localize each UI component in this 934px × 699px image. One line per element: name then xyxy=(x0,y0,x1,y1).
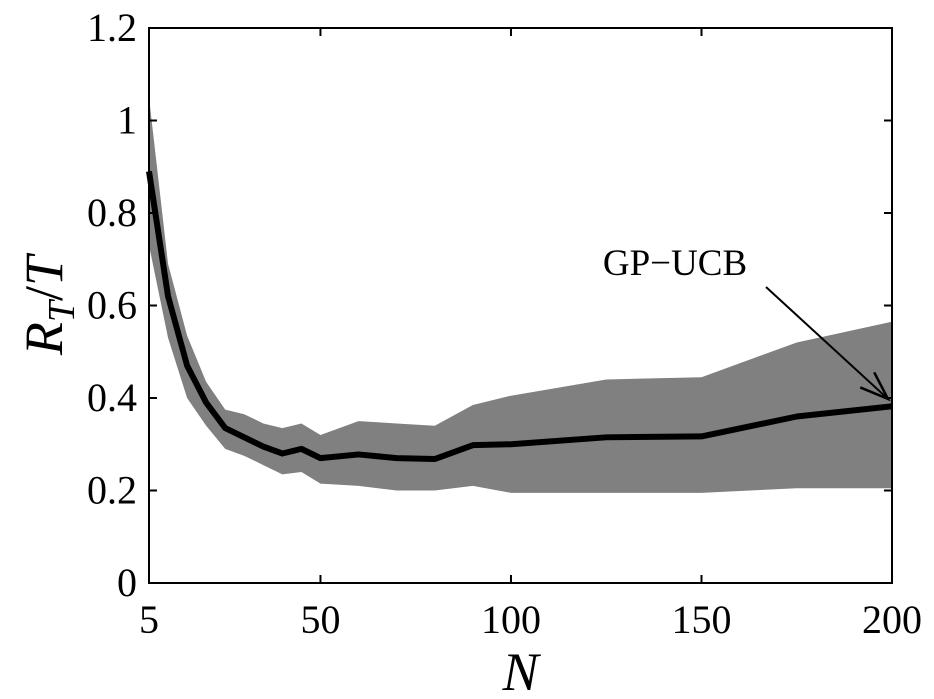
y-axis-label: RT/T xyxy=(14,252,83,356)
y-tick-label: 1.2 xyxy=(87,5,137,50)
y-tick-label: 0.4 xyxy=(87,375,137,420)
x-tick-label: 200 xyxy=(862,597,922,642)
annotation-arrow-line xyxy=(765,286,889,400)
y-tick-label: 0.6 xyxy=(87,283,137,328)
tick-label-layer: 5 50 100 150 200 0 0.2 0.4 0.6 0.8 1 1.2 xyxy=(87,5,922,642)
x-tick-label: 150 xyxy=(671,597,731,642)
y-tick-label: 0.8 xyxy=(87,190,137,235)
series-line-layer xyxy=(146,170,893,463)
annotation-label: GP−UCB xyxy=(603,243,747,284)
annotation-arrow-head xyxy=(859,371,891,402)
confidence-band xyxy=(149,97,892,493)
x-axis-label: N xyxy=(501,642,541,699)
x-tick-label: 100 xyxy=(481,597,541,642)
plot-frame xyxy=(148,27,893,584)
series-line-gp-ucb xyxy=(146,170,893,463)
y-tick-label: 0 xyxy=(117,560,137,605)
y-tick-label: 1 xyxy=(117,98,137,143)
y-tick-label: 0.2 xyxy=(87,468,137,513)
x-tick-label: 5 xyxy=(139,597,159,642)
x-tick-label: 50 xyxy=(300,597,340,642)
tick-layer xyxy=(148,27,893,584)
annotation-layer: GP−UCB xyxy=(603,243,891,402)
confidence-band-layer xyxy=(149,97,892,493)
